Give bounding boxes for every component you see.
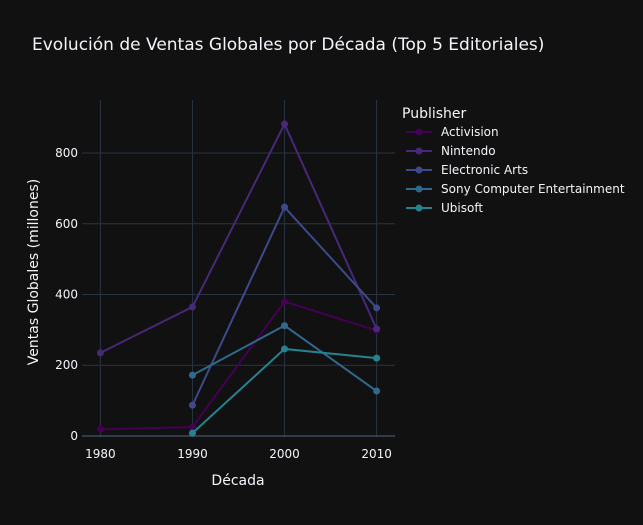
y-tick-label: 800 [55, 146, 78, 160]
grid [82, 100, 395, 437]
tick-labels: 1980 1990 2000 2010 0 200 400 600 800 [55, 146, 392, 461]
legend[interactable]: Publisher Activision Nintendo Electronic A… [402, 106, 625, 215]
legend-item[interactable]: Sony Computer Entertainment [406, 182, 625, 196]
legend-marker [415, 128, 423, 136]
data-point[interactable] [188, 303, 196, 311]
legend-item[interactable]: Activision [406, 125, 499, 139]
x-tick-label: 1980 [85, 447, 116, 461]
data-point[interactable] [281, 322, 289, 330]
series-nintendo[interactable] [96, 120, 381, 357]
data-point[interactable] [188, 429, 196, 437]
data-point[interactable] [373, 354, 381, 362]
chart-title: Evolución de Ventas Globales por Década … [32, 35, 544, 55]
legend-label: Electronic Arts [441, 163, 528, 177]
series-sony-computer-entertainment[interactable] [188, 322, 381, 395]
series-line[interactable] [99, 121, 378, 354]
series-activision[interactable] [96, 298, 381, 433]
y-tick-label: 600 [55, 217, 78, 231]
y-tick-label: 200 [55, 358, 78, 372]
data-point[interactable] [96, 349, 104, 357]
data-point[interactable] [188, 401, 196, 409]
data-point[interactable] [281, 120, 289, 128]
data-point[interactable] [373, 325, 381, 333]
data-point[interactable] [188, 371, 196, 379]
series-line[interactable] [100, 300, 377, 431]
series-layer [96, 120, 381, 437]
data-point[interactable] [96, 425, 104, 433]
x-axis-title: Década [211, 473, 264, 489]
series-electronic-arts[interactable] [188, 203, 381, 409]
data-point[interactable] [373, 387, 381, 395]
data-point[interactable] [281, 345, 289, 353]
legend-label: Activision [441, 125, 499, 139]
legend-label: Nintendo [441, 144, 496, 158]
legend-item[interactable]: Electronic Arts [406, 163, 528, 177]
x-tick-label: 2010 [361, 447, 392, 461]
legend-marker [415, 147, 423, 155]
x-tick-label: 2000 [269, 447, 300, 461]
legend-marker [415, 204, 423, 212]
y-tick-label: 0 [70, 429, 78, 443]
legend-item[interactable]: Nintendo [406, 144, 496, 158]
legend-label: Sony Computer Entertainment [441, 182, 625, 196]
y-tick-label: 400 [55, 287, 78, 301]
data-point[interactable] [281, 203, 289, 211]
legend-marker [415, 185, 423, 193]
y-axis-title: Ventas Globales (millones) [26, 179, 42, 365]
data-point[interactable] [281, 298, 289, 306]
legend-title: Publisher [402, 106, 467, 122]
legend-label: Ubisoft [441, 201, 483, 215]
data-point[interactable] [373, 304, 381, 312]
x-tick-label: 1990 [177, 447, 208, 461]
legend-item[interactable]: Ubisoft [406, 201, 483, 215]
series-ubisoft[interactable] [188, 345, 381, 437]
legend-marker [415, 166, 423, 174]
data-point[interactable] [188, 423, 196, 431]
